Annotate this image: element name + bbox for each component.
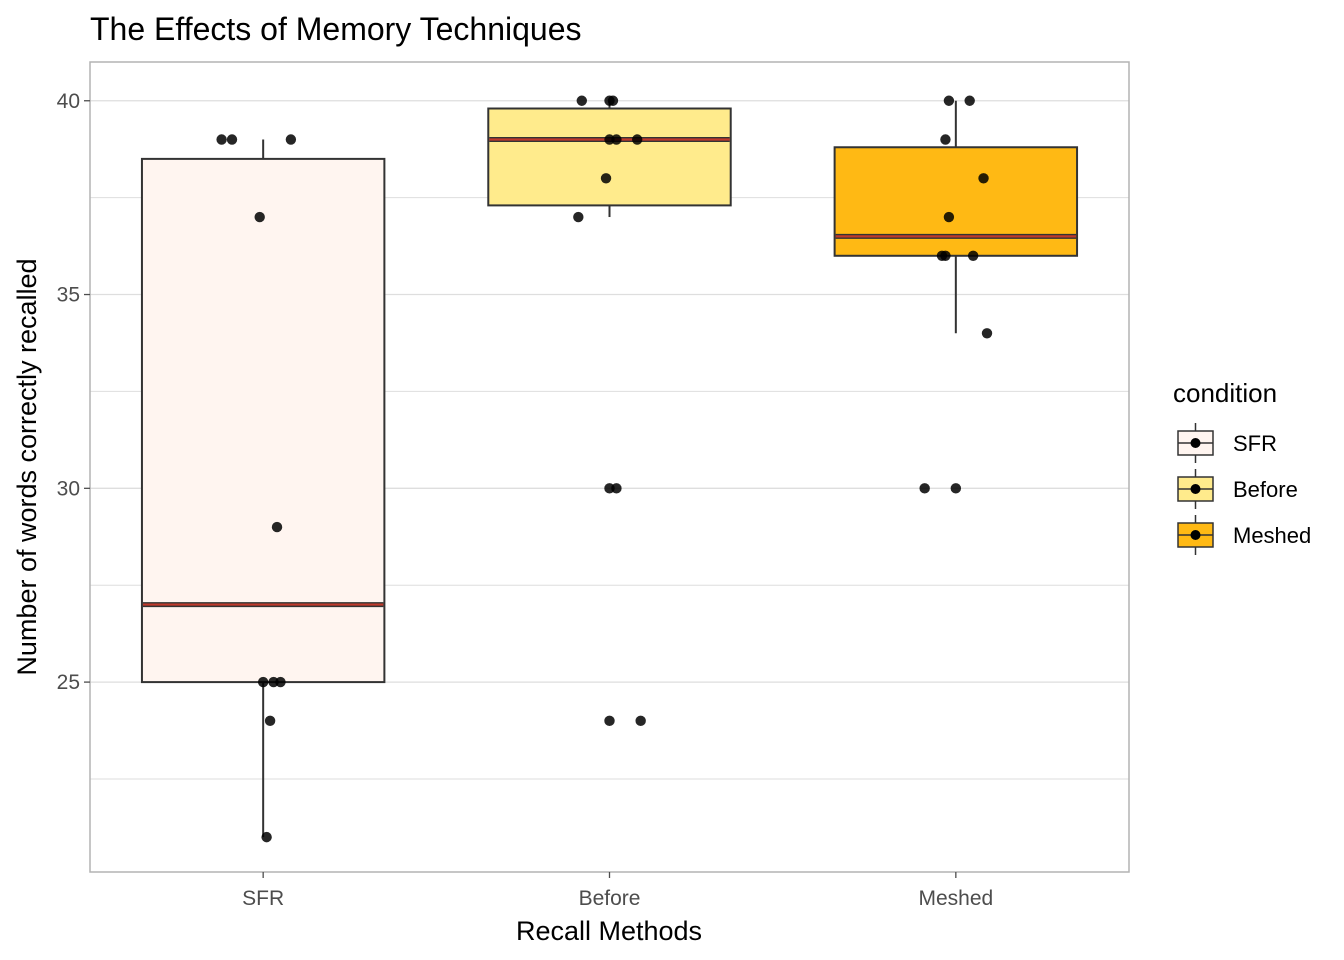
data-point bbox=[226, 134, 238, 145]
legend-keys: SFR Before Meshed bbox=[1177, 423, 1311, 555]
legend: condition SFR Before Meshed bbox=[1173, 378, 1311, 555]
y-tick-label: 35 bbox=[57, 284, 80, 307]
legend-label-meshed: Meshed bbox=[1233, 523, 1311, 548]
data-point bbox=[216, 134, 227, 145]
y-axis-title: Number of words correctly recalled bbox=[12, 258, 42, 675]
data-point bbox=[573, 211, 584, 223]
data-point bbox=[978, 173, 989, 184]
legend-label-sfr: SFR bbox=[1233, 431, 1277, 456]
data-point bbox=[576, 95, 587, 106]
y-tick-label: 30 bbox=[57, 477, 80, 500]
data-point bbox=[940, 250, 951, 261]
legend-title: condition bbox=[1173, 378, 1277, 408]
plot-panel: 25 30 35 40 SFR Before Meshed bbox=[57, 61, 1130, 910]
y-tick-label: 25 bbox=[57, 671, 80, 694]
data-point bbox=[950, 483, 962, 494]
data-point bbox=[261, 831, 272, 843]
data-point bbox=[919, 483, 930, 494]
data-point bbox=[607, 95, 619, 106]
x-tick-label: SFR bbox=[242, 887, 284, 910]
data-point bbox=[285, 134, 297, 145]
legend-key-point bbox=[1190, 438, 1201, 448]
y-tick-label: 40 bbox=[57, 90, 80, 113]
chart-title: The Effects of Memory Techniques bbox=[90, 11, 582, 47]
data-point bbox=[635, 715, 646, 727]
data-point bbox=[257, 676, 269, 688]
data-point bbox=[964, 95, 975, 106]
box-sfr bbox=[140, 157, 386, 684]
data-point bbox=[611, 134, 622, 145]
x-tick-label: Meshed bbox=[918, 887, 993, 910]
data-point bbox=[611, 483, 622, 494]
data-point bbox=[275, 676, 286, 688]
legend-key-point bbox=[1190, 484, 1201, 494]
data-point bbox=[600, 173, 612, 184]
data-point bbox=[264, 715, 276, 727]
legend-label-before: Before bbox=[1233, 477, 1298, 502]
box-meshed bbox=[833, 146, 1079, 257]
data-point bbox=[271, 521, 283, 533]
x-tick-label: Before bbox=[579, 887, 641, 910]
legend-key-point bbox=[1190, 530, 1201, 540]
box-before bbox=[487, 107, 732, 207]
data-point bbox=[632, 134, 643, 145]
data-point bbox=[254, 211, 265, 223]
data-point bbox=[943, 211, 955, 223]
data-point bbox=[604, 715, 615, 727]
data-point bbox=[940, 134, 951, 145]
data-point bbox=[981, 328, 993, 339]
data-point bbox=[967, 250, 979, 261]
data-point bbox=[943, 95, 955, 106]
x-axis-title: Recall Methods bbox=[516, 916, 702, 946]
